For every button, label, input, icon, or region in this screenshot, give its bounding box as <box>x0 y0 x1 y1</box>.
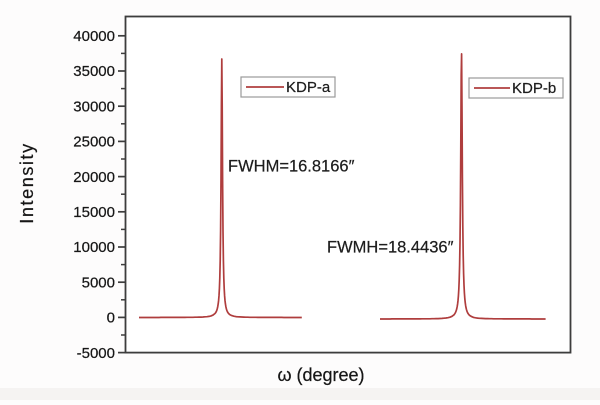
svg-text:30000: 30000 <box>73 98 115 115</box>
svg-text:ω (degree): ω (degree) <box>277 365 364 385</box>
svg-text:KDP-a: KDP-a <box>286 79 331 96</box>
svg-text:FWHM=16.8166″: FWHM=16.8166″ <box>228 158 355 176</box>
svg-text:5000: 5000 <box>82 274 115 291</box>
svg-text:15000: 15000 <box>73 204 115 221</box>
svg-text:0: 0 <box>107 310 115 327</box>
svg-text:10000: 10000 <box>73 239 115 256</box>
svg-text:KDP-b: KDP-b <box>512 80 556 97</box>
svg-text:Intensity: Intensity <box>17 142 37 223</box>
svg-text:-5000: -5000 <box>77 345 115 362</box>
svg-text:25000: 25000 <box>73 134 115 151</box>
svg-text:FWMH=18.4436″: FWMH=18.4436″ <box>327 239 454 257</box>
svg-text:35000: 35000 <box>73 63 115 80</box>
svg-text:40000: 40000 <box>73 28 115 45</box>
svg-text:20000: 20000 <box>73 169 115 186</box>
